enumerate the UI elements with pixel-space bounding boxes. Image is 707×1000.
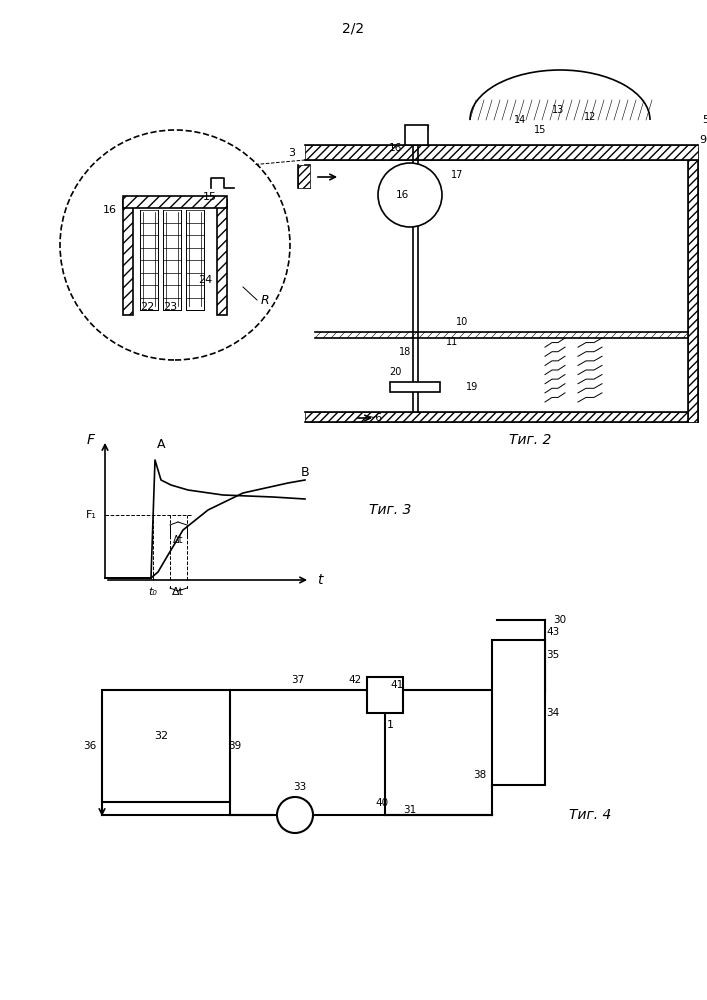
Text: 15: 15 [534,125,547,135]
Text: Τиг. 2: Τиг. 2 [509,433,551,447]
Text: 16: 16 [103,205,117,215]
Text: 20: 20 [389,367,401,377]
Text: Δt: Δt [172,587,184,597]
Bar [367,677,403,713]
Text: 33: 33 [293,782,307,792]
Text: 9: 9 [699,135,706,145]
Text: 24: 24 [198,275,212,285]
Bar [405,125,428,145]
Text: 10: 10 [456,317,468,327]
Text: 43: 43 [547,627,560,637]
Text: 17: 17 [451,170,463,180]
Text: 16: 16 [388,143,402,153]
Text: 3: 3 [288,148,296,158]
Text: 39: 39 [228,741,242,751]
Text: 34: 34 [547,708,560,718]
Text: R: R [261,294,269,306]
Text: 41: 41 [390,680,404,690]
Text: 15: 15 [203,192,217,202]
Circle shape [277,797,313,833]
Bar [688,148,698,422]
Text: 18: 18 [399,347,411,357]
Text: 11: 11 [446,337,458,347]
Bar [305,145,698,160]
Text: ~6: ~6 [367,413,383,423]
Text: 1: 1 [387,720,394,730]
Text: 5: 5 [703,115,707,125]
Text: t₀: t₀ [148,587,158,597]
Text: A: A [157,438,165,452]
Text: 37: 37 [291,675,305,685]
Bar [305,412,698,422]
Text: Δt: Δt [173,535,183,545]
Text: 40: 40 [375,798,389,808]
Text: 30: 30 [554,615,566,625]
Circle shape [378,163,442,227]
Bar [492,640,545,785]
Bar [123,196,227,208]
Text: Τиг. 3: Τиг. 3 [369,503,411,517]
Bar [102,690,230,802]
Text: F₁: F₁ [86,510,96,520]
Text: 13: 13 [552,105,564,115]
Text: Τиг. 4: Τиг. 4 [569,808,611,822]
Text: 14: 14 [514,115,526,125]
Text: 2/2: 2/2 [342,21,364,35]
Text: 22: 22 [140,302,154,312]
Text: t: t [317,573,323,587]
Text: 32: 32 [154,731,168,741]
Text: B: B [300,466,310,480]
Text: 23: 23 [163,302,177,312]
Text: 31: 31 [404,805,416,815]
Text: 16: 16 [395,190,409,200]
Text: F: F [87,433,95,447]
Text: 36: 36 [83,741,97,751]
Bar [298,165,310,188]
Text: 19: 19 [466,382,478,392]
Bar [123,200,133,315]
Text: 42: 42 [349,675,361,685]
Text: 12: 12 [584,112,596,122]
Text: 38: 38 [474,770,486,780]
Text: 35: 35 [547,650,560,660]
Bar [217,200,227,315]
Bar [390,382,440,392]
